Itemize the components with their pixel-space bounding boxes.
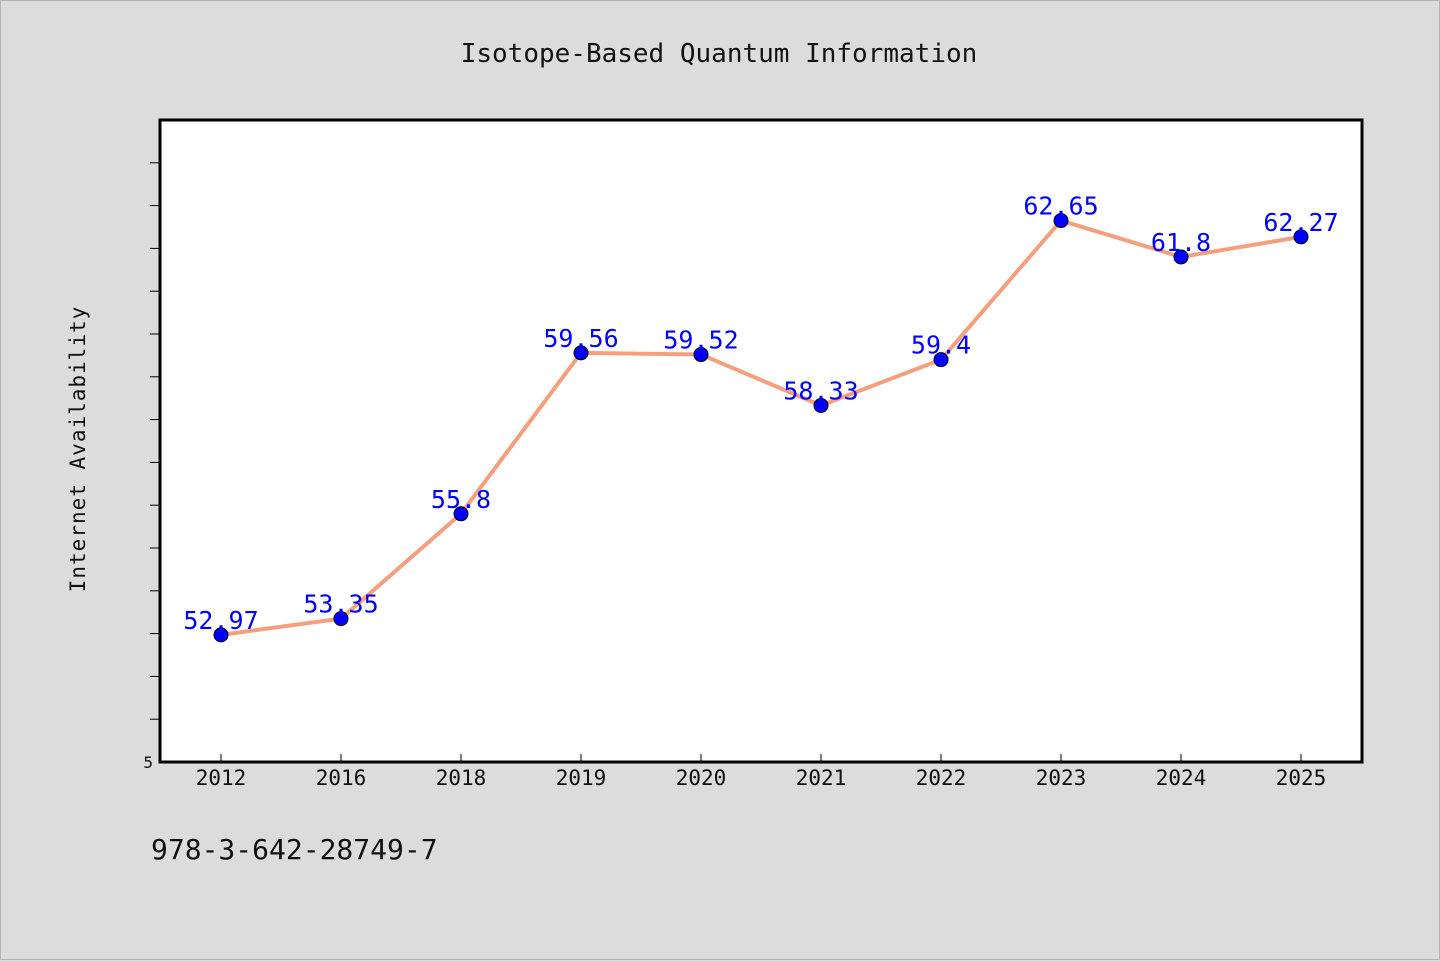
x-tick-label: 2023 — [1036, 766, 1087, 790]
data-point — [813, 397, 829, 413]
data-label: 59.52 — [663, 326, 738, 355]
data-label: 58.33 — [783, 376, 858, 405]
data-markers — [213, 213, 1309, 643]
data-point — [1293, 229, 1309, 245]
data-point — [213, 627, 229, 643]
plot-area — [158, 118, 1364, 764]
x-tick-label: 2019 — [556, 766, 607, 790]
data-point — [453, 506, 469, 522]
isbn-text: 978-3-642-28749-7 — [151, 833, 438, 866]
data-label: 61.8 — [1151, 228, 1211, 257]
data-point — [933, 352, 949, 368]
data-label: 62.27 — [1263, 208, 1338, 237]
chart-title: Isotope-Based Quantum Information — [461, 39, 978, 69]
data-point — [333, 611, 349, 627]
data-label: 55.8 — [431, 485, 491, 514]
data-point — [573, 345, 589, 361]
data-label: 52.97 — [183, 606, 258, 635]
data-point — [1053, 213, 1069, 229]
x-tick-label: 2021 — [796, 766, 847, 790]
x-tick-label: 2022 — [916, 766, 967, 790]
y-axis-ticks: 5 — [143, 162, 160, 772]
data-point — [693, 347, 709, 363]
series-line — [220, 218, 1302, 637]
x-tick-label: 2016 — [316, 766, 367, 790]
x-tick-label: 2012 — [196, 766, 247, 790]
x-tick-label: 2018 — [436, 766, 487, 790]
y-tick-label: 5 — [143, 753, 153, 772]
data-point — [1173, 249, 1189, 265]
data-label: 59.56 — [543, 324, 618, 353]
y-axis-label: Internet Availability — [66, 306, 90, 593]
x-tick-label: 2025 — [1276, 766, 1327, 790]
data-label: 59.4 — [911, 331, 971, 360]
x-tick-label: 2020 — [676, 766, 727, 790]
x-tick-label: 2024 — [1156, 766, 1207, 790]
data-label: 62.65 — [1023, 192, 1098, 221]
x-axis-ticks: 2012 2016 2018 2019 2020 2021 2022 2023 2024 2025 — [196, 754, 1327, 790]
data-label: 53.35 — [303, 590, 378, 619]
data-labels: 52.97 53.35 55.8 59.56 59.52 58.33 59.4 62.65 61… — [183, 192, 1338, 635]
